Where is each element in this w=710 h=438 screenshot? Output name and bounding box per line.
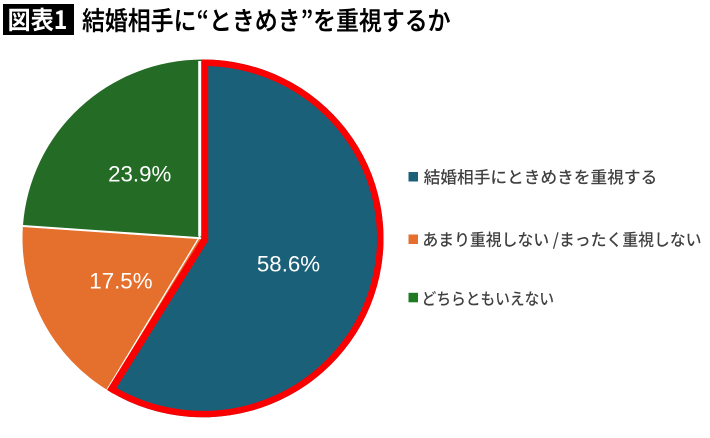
svg-text:23.9%: 23.9% <box>108 162 171 187</box>
svg-text:58.6%: 58.6% <box>257 252 320 277</box>
svg-text:17.5%: 17.5% <box>89 269 152 294</box>
